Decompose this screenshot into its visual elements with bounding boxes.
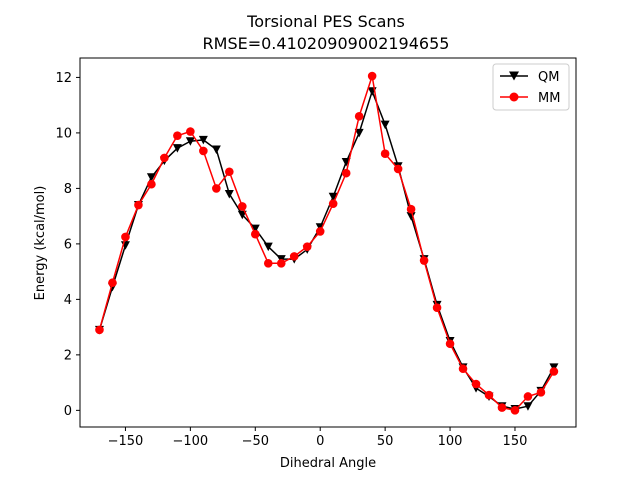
series-mm-point-8 bbox=[199, 146, 208, 156]
x-axis-label: Dihedral Angle bbox=[280, 456, 376, 471]
y-tick-label-6: 12 bbox=[55, 71, 72, 86]
series-qm-point-12 bbox=[250, 224, 260, 234]
series-mm-point-21 bbox=[367, 71, 377, 81]
series-mm-point-3 bbox=[134, 200, 143, 210]
series-mm-point-31 bbox=[497, 403, 507, 412]
series-mm-point-28 bbox=[458, 364, 468, 374]
series-mm-point-13 bbox=[263, 259, 273, 268]
series-mm-point-27 bbox=[445, 339, 455, 349]
series-mm-point-12 bbox=[250, 229, 260, 239]
series-layer bbox=[94, 71, 559, 415]
series-mm-point-18 bbox=[328, 199, 338, 208]
series-qm-line bbox=[98, 90, 555, 410]
series-mm-point-34 bbox=[536, 388, 546, 397]
series-mm-point-7 bbox=[186, 127, 195, 136]
series-qm-point-24 bbox=[406, 212, 416, 221]
series-mm-point-35 bbox=[549, 367, 559, 376]
series-mm-point-9 bbox=[212, 184, 221, 193]
series-qm-point-10 bbox=[224, 189, 234, 199]
series-qm-point-7 bbox=[185, 137, 195, 146]
series-mm-point-26 bbox=[432, 303, 442, 312]
legend-mm-label: MM bbox=[538, 91, 560, 106]
x-tick-label-3: 0 bbox=[316, 434, 324, 449]
x-tick-label-5: 100 bbox=[438, 434, 463, 449]
ticks-layer: −150 −100 −50 0 50 100 150 0 2 4 6 8 10 12 bbox=[55, 71, 527, 449]
series-qm-point-22 bbox=[380, 120, 390, 130]
axes-frame bbox=[79, 57, 577, 428]
legend-qm-marker bbox=[509, 71, 519, 81]
chart-subtitle: RMSE=0.41020909002194655 bbox=[203, 34, 450, 53]
series-mm-point-20 bbox=[354, 111, 364, 121]
series-mm-point-5 bbox=[160, 153, 169, 163]
series-qm-point-13 bbox=[263, 242, 273, 252]
y-tick-label-2: 4 bbox=[64, 293, 72, 308]
series-mm-point-0 bbox=[95, 325, 104, 335]
series-qm-point-9 bbox=[211, 145, 221, 155]
series-mm-point-16 bbox=[302, 242, 312, 251]
legend: QM MM bbox=[492, 63, 570, 111]
x-tick-label-1: −100 bbox=[173, 434, 209, 449]
y-tick-label-4: 8 bbox=[64, 182, 72, 197]
legend-qm-label: QM bbox=[538, 70, 559, 85]
series-mm-point-25 bbox=[419, 256, 429, 265]
series-mm-point-30 bbox=[484, 390, 494, 400]
series-mm-point-2 bbox=[121, 232, 130, 242]
series-qm-point-18 bbox=[328, 192, 338, 202]
x-tick-label-0: −150 bbox=[108, 434, 144, 449]
y-tick-label-3: 6 bbox=[64, 237, 72, 252]
series-mm-point-17 bbox=[315, 227, 325, 236]
series-mm-point-23 bbox=[393, 164, 403, 174]
y-tick-label-5: 10 bbox=[55, 126, 72, 141]
series-mm-point-1 bbox=[108, 278, 117, 288]
series-mm-point-4 bbox=[147, 179, 156, 189]
y-axis-label: Energy (kcal/mol) bbox=[33, 186, 48, 301]
series-qm-point-20 bbox=[354, 128, 364, 138]
chart-title: Torsional PES Scans bbox=[246, 12, 405, 31]
series-mm bbox=[95, 71, 559, 415]
series-mm-point-19 bbox=[341, 168, 351, 178]
series-mm-point-24 bbox=[406, 204, 416, 214]
x-tick-label-2: −50 bbox=[242, 434, 269, 449]
series-qm-point-6 bbox=[172, 144, 182, 153]
y-tick-label-0: 0 bbox=[64, 404, 72, 419]
series-mm-point-32 bbox=[510, 406, 520, 415]
y-tick-label-1: 2 bbox=[64, 348, 72, 363]
series-mm-point-10 bbox=[225, 167, 234, 177]
series-mm-point-15 bbox=[289, 252, 299, 261]
series-qm-point-4 bbox=[146, 173, 156, 182]
series-mm-point-11 bbox=[238, 202, 247, 211]
series-mm-point-6 bbox=[173, 131, 182, 140]
series-mm-point-33 bbox=[523, 392, 533, 401]
series-mm-point-14 bbox=[276, 259, 286, 268]
legend-mm-marker bbox=[509, 92, 519, 102]
x-tick-label-4: 50 bbox=[377, 434, 394, 449]
series-mm-point-22 bbox=[380, 149, 390, 159]
series-qm-point-33 bbox=[523, 402, 533, 411]
x-tick-label-6: 150 bbox=[503, 434, 528, 449]
series-qm-point-8 bbox=[198, 135, 208, 145]
series-mm-point-29 bbox=[471, 379, 481, 389]
